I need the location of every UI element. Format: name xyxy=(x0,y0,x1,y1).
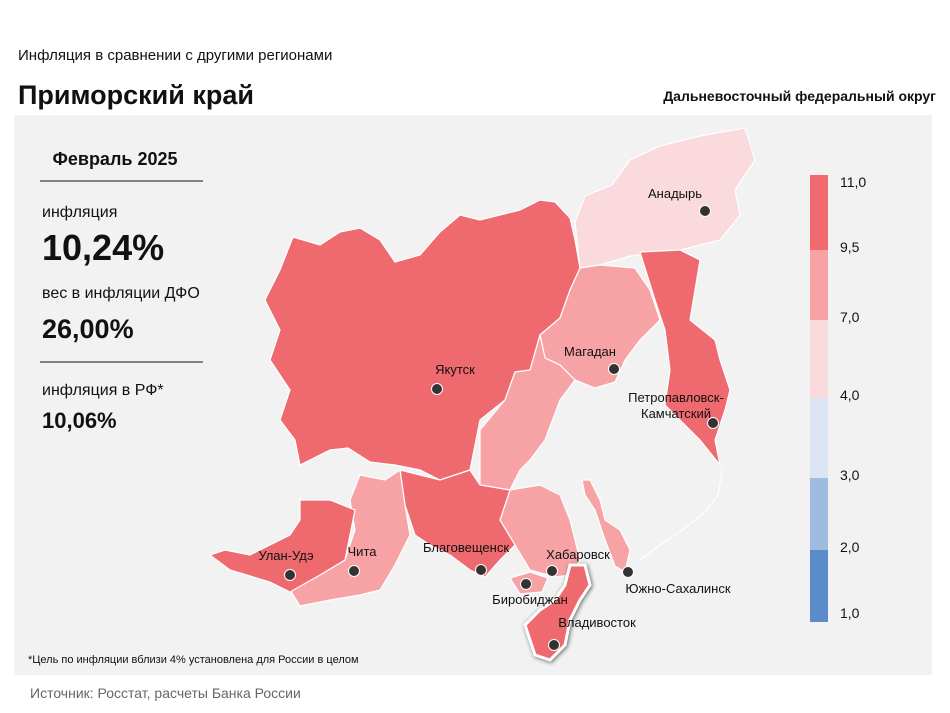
footnote: *Цель по инфляции вблизи 4% установлена … xyxy=(28,654,359,666)
legend-band xyxy=(810,398,828,478)
district: Дальневосточный федеральный округ xyxy=(663,88,936,104)
city-dot xyxy=(622,566,634,578)
rf-value: 10,06% xyxy=(42,408,117,433)
weight-value: 26,00% xyxy=(42,314,134,344)
legend-band xyxy=(810,478,828,550)
city-dot xyxy=(431,383,443,395)
source: Источник: Росстат, расчеты Банка России xyxy=(30,685,301,701)
city-dot xyxy=(707,417,719,429)
region-sakhalin xyxy=(581,479,631,573)
region-magadan xyxy=(539,264,661,389)
city-dot xyxy=(284,569,296,581)
city-dot xyxy=(699,205,711,217)
legend-tick-label: 4,0 xyxy=(840,387,860,403)
legend-band xyxy=(810,320,828,398)
city-dot xyxy=(546,565,558,577)
legend-tick-label: 3,0 xyxy=(840,467,860,483)
legend-tick-label: 1,0 xyxy=(840,605,860,621)
city-label: Улан-Удэ xyxy=(258,548,314,563)
legend-band xyxy=(810,250,828,320)
period: Февраль 2025 xyxy=(53,149,178,169)
city-label: Анадырь xyxy=(648,186,702,201)
kuril-outline xyxy=(639,469,723,561)
legend-tick-label: 11,0 xyxy=(840,174,866,190)
city-dot xyxy=(475,564,487,576)
city-label: Биробиджан xyxy=(492,592,568,607)
city-label: Благовещенск xyxy=(423,540,509,555)
city-label: Петропавловск- xyxy=(628,390,724,405)
city-label: Якутск xyxy=(435,362,475,377)
legend-band xyxy=(810,550,828,622)
region-kamchatka xyxy=(639,249,731,466)
city-label: Чита xyxy=(348,544,378,559)
weight-label: вес в инфляции ДФО xyxy=(42,285,200,302)
title: Приморский край xyxy=(18,80,254,110)
city-dot xyxy=(608,363,620,375)
city-label: Магадан xyxy=(564,344,616,359)
subtitle: Инфляция в сравнении с другими регионами xyxy=(18,47,332,64)
cities: Анадырь Магадан Якутск Петропавловск-Камчат… xyxy=(258,186,731,651)
region-buryatia xyxy=(208,499,356,593)
city-dot xyxy=(520,578,532,590)
city-dot xyxy=(548,639,560,651)
inflation-label: инфляция xyxy=(42,204,117,221)
legend-tick-label: 9,5 xyxy=(840,239,860,255)
legend-tick-label: 7,0 xyxy=(840,309,860,325)
region-zabaykalsky xyxy=(289,468,411,607)
legend-band xyxy=(810,175,828,250)
region-primorye xyxy=(523,563,592,662)
city-label: Южно-Сахалинск xyxy=(625,581,730,596)
legend: 11,0 9,5 7,0 4,0 3,0 2,0 1,0 xyxy=(810,174,866,622)
inflation-value: 10,24% xyxy=(42,227,164,268)
city-label: Владивосток xyxy=(558,615,636,630)
city-label: Хабаровск xyxy=(546,547,610,562)
city-dot xyxy=(348,565,360,577)
rf-label: инфляция в РФ* xyxy=(42,382,164,399)
legend-tick-label: 2,0 xyxy=(840,539,860,555)
city-label: Камчатский xyxy=(641,406,711,421)
region-amur xyxy=(399,469,516,578)
